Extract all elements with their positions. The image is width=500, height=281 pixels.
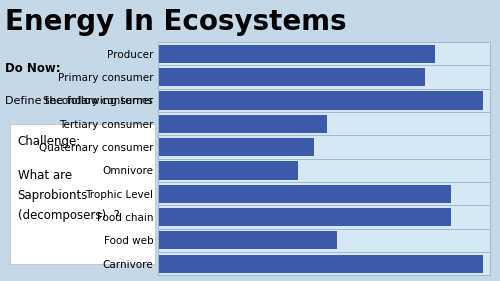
Text: Do Now:: Do Now:	[5, 62, 60, 75]
Bar	[158, 68, 425, 86]
Bar	[158, 138, 314, 156]
Text: Challenge:: Challenge:	[18, 135, 81, 148]
Bar	[158, 255, 483, 273]
Bar	[158, 231, 337, 250]
FancyBboxPatch shape	[10, 124, 155, 264]
Bar	[158, 45, 434, 63]
Bar	[158, 91, 483, 110]
Bar	[158, 185, 451, 203]
Bar	[158, 161, 298, 180]
Text: Define the following terms: Define the following terms	[5, 96, 153, 106]
Text: Energy In Ecosystems: Energy In Ecosystems	[5, 8, 346, 37]
Bar	[158, 115, 327, 133]
Text: What are
Saprobionts
(decomposers)  ?: What are Saprobionts (decomposers) ?	[18, 169, 120, 222]
Bar	[158, 208, 451, 226]
